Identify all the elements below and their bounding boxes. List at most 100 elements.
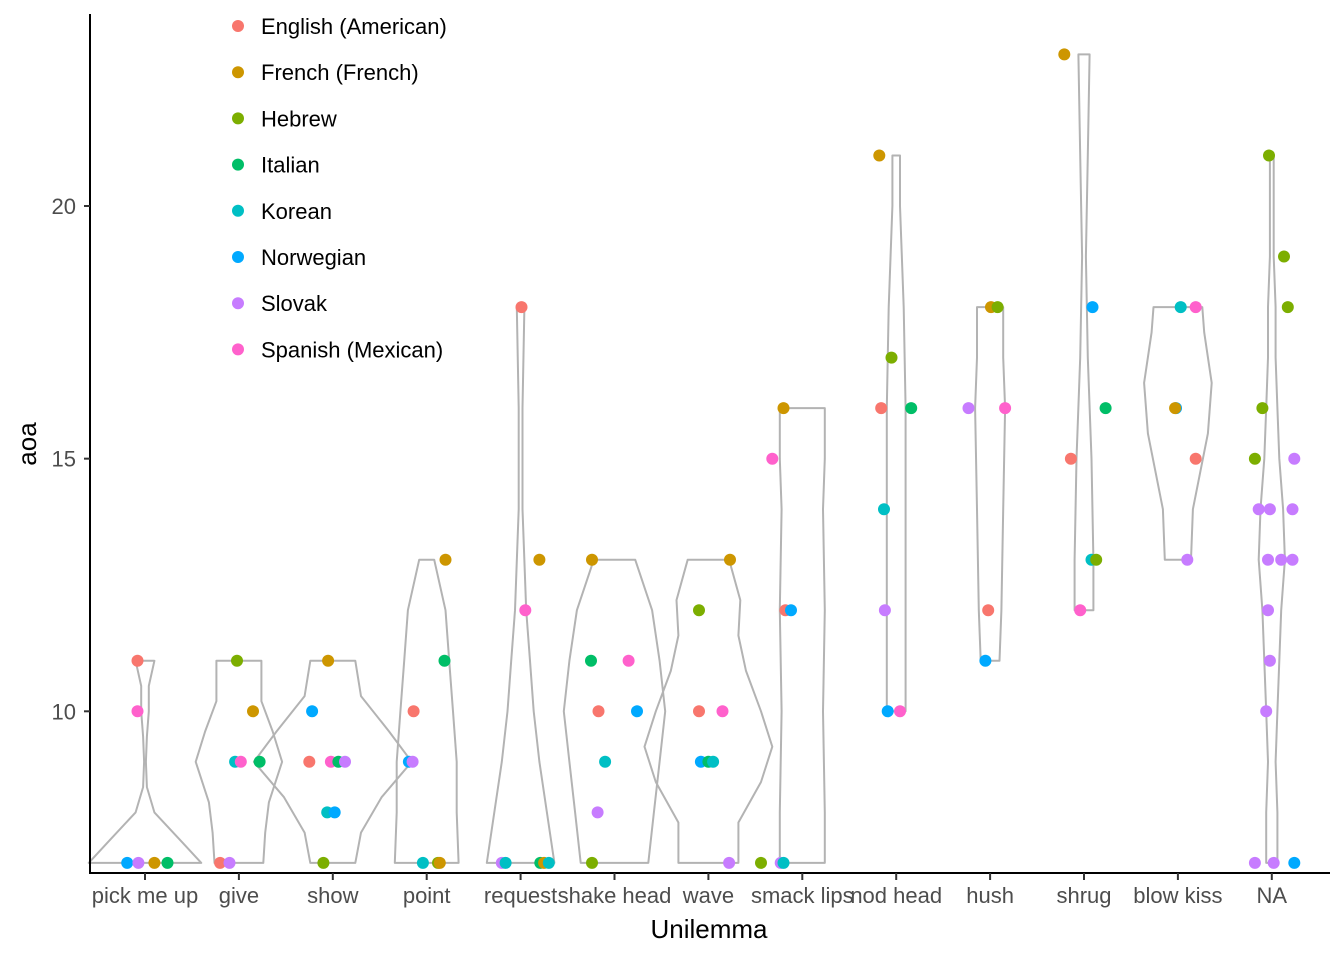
y-axis-title: aoa — [12, 422, 42, 466]
legend-label: English (American) — [261, 14, 447, 39]
data-point — [1286, 553, 1299, 566]
data-point — [586, 553, 598, 566]
data-point — [878, 604, 891, 617]
data-point — [622, 654, 635, 667]
data-point — [894, 705, 906, 718]
data-point — [303, 755, 316, 768]
violin-blow-kiss — [1143, 306, 1213, 561]
legend-key — [232, 20, 244, 32]
data-point — [982, 604, 995, 617]
x-tick-label: shake head — [558, 883, 672, 908]
y-ticks: 10 15 20 — [52, 194, 90, 724]
data-point — [1262, 604, 1274, 617]
data-point — [723, 856, 736, 869]
data-point — [1263, 149, 1275, 162]
data-point — [881, 705, 894, 718]
data-point — [322, 654, 335, 667]
data-point — [999, 402, 1012, 415]
data-point — [979, 654, 992, 667]
x-tick-label: shrug — [1056, 883, 1111, 908]
data-point — [121, 856, 134, 869]
data-point — [1263, 503, 1276, 516]
data-point — [1189, 452, 1202, 465]
points-layer — [121, 48, 1301, 869]
data-point — [586, 856, 598, 869]
data-point — [905, 402, 918, 415]
data-point — [1263, 654, 1276, 667]
data-point — [1288, 452, 1301, 465]
data-point — [766, 452, 779, 465]
data-point — [161, 856, 174, 869]
legend-key — [232, 66, 244, 79]
data-point — [1275, 553, 1288, 566]
legend-key — [232, 158, 244, 171]
data-point — [339, 755, 351, 768]
data-point — [328, 806, 341, 819]
data-point — [499, 856, 512, 869]
data-point — [716, 705, 729, 718]
data-point — [223, 856, 236, 869]
x-ticks: pick me up give show point request shake head… — [92, 873, 1288, 908]
data-point — [724, 553, 736, 566]
data-point — [1181, 553, 1194, 566]
data-point — [533, 553, 546, 566]
data-point — [1262, 553, 1274, 566]
data-point — [693, 705, 705, 718]
violin-shake-head — [562, 558, 667, 864]
violin-shrug — [1073, 53, 1095, 612]
data-point — [878, 503, 890, 516]
data-point — [214, 856, 227, 869]
data-point — [1248, 856, 1261, 869]
data-point — [873, 149, 886, 162]
data-point — [515, 301, 528, 314]
data-point — [1074, 604, 1087, 617]
data-point — [317, 856, 330, 869]
x-tick-label: smack lips — [751, 883, 854, 908]
data-point — [132, 856, 145, 869]
data-point — [247, 705, 259, 718]
data-point — [777, 856, 790, 869]
data-point — [131, 705, 144, 718]
legend-key — [232, 204, 244, 217]
data-point — [439, 553, 452, 566]
data-point — [234, 755, 247, 768]
data-point — [1099, 402, 1112, 415]
violin-show — [252, 659, 413, 864]
legend-label: French (French) — [261, 60, 419, 85]
data-point — [1286, 503, 1299, 516]
x-tick-label: blow kiss — [1133, 883, 1222, 908]
data-point — [1252, 503, 1265, 516]
data-point — [131, 654, 144, 667]
x-tick-label: hush — [966, 883, 1014, 908]
data-point — [777, 402, 790, 415]
data-point — [592, 705, 605, 718]
data-point — [1058, 48, 1071, 61]
data-point — [1248, 452, 1261, 465]
data-point — [306, 705, 319, 718]
data-point — [253, 755, 266, 768]
legend-label: Korean — [261, 199, 332, 224]
violin-nod-head — [885, 154, 907, 713]
data-point — [991, 301, 1004, 314]
legend-label: Norwegian — [261, 245, 366, 270]
legend-key — [232, 251, 244, 263]
data-point — [585, 654, 597, 667]
violin-request — [485, 306, 556, 864]
y-tick-label: 10 — [52, 699, 76, 724]
data-point — [962, 402, 975, 415]
data-point — [1288, 856, 1301, 869]
data-point — [433, 856, 446, 869]
data-point — [148, 856, 161, 869]
data-point — [631, 705, 643, 718]
violin-hush — [974, 306, 1007, 662]
data-point — [231, 654, 243, 667]
x-tick-label: give — [219, 883, 259, 908]
x-tick-label: NA — [1257, 883, 1288, 908]
x-tick-label: nod head — [850, 883, 942, 908]
data-point — [406, 755, 419, 768]
data-point — [407, 705, 420, 718]
data-point — [1260, 705, 1273, 718]
x-tick-label: request — [484, 883, 557, 908]
legend-label: Italian — [261, 153, 320, 178]
